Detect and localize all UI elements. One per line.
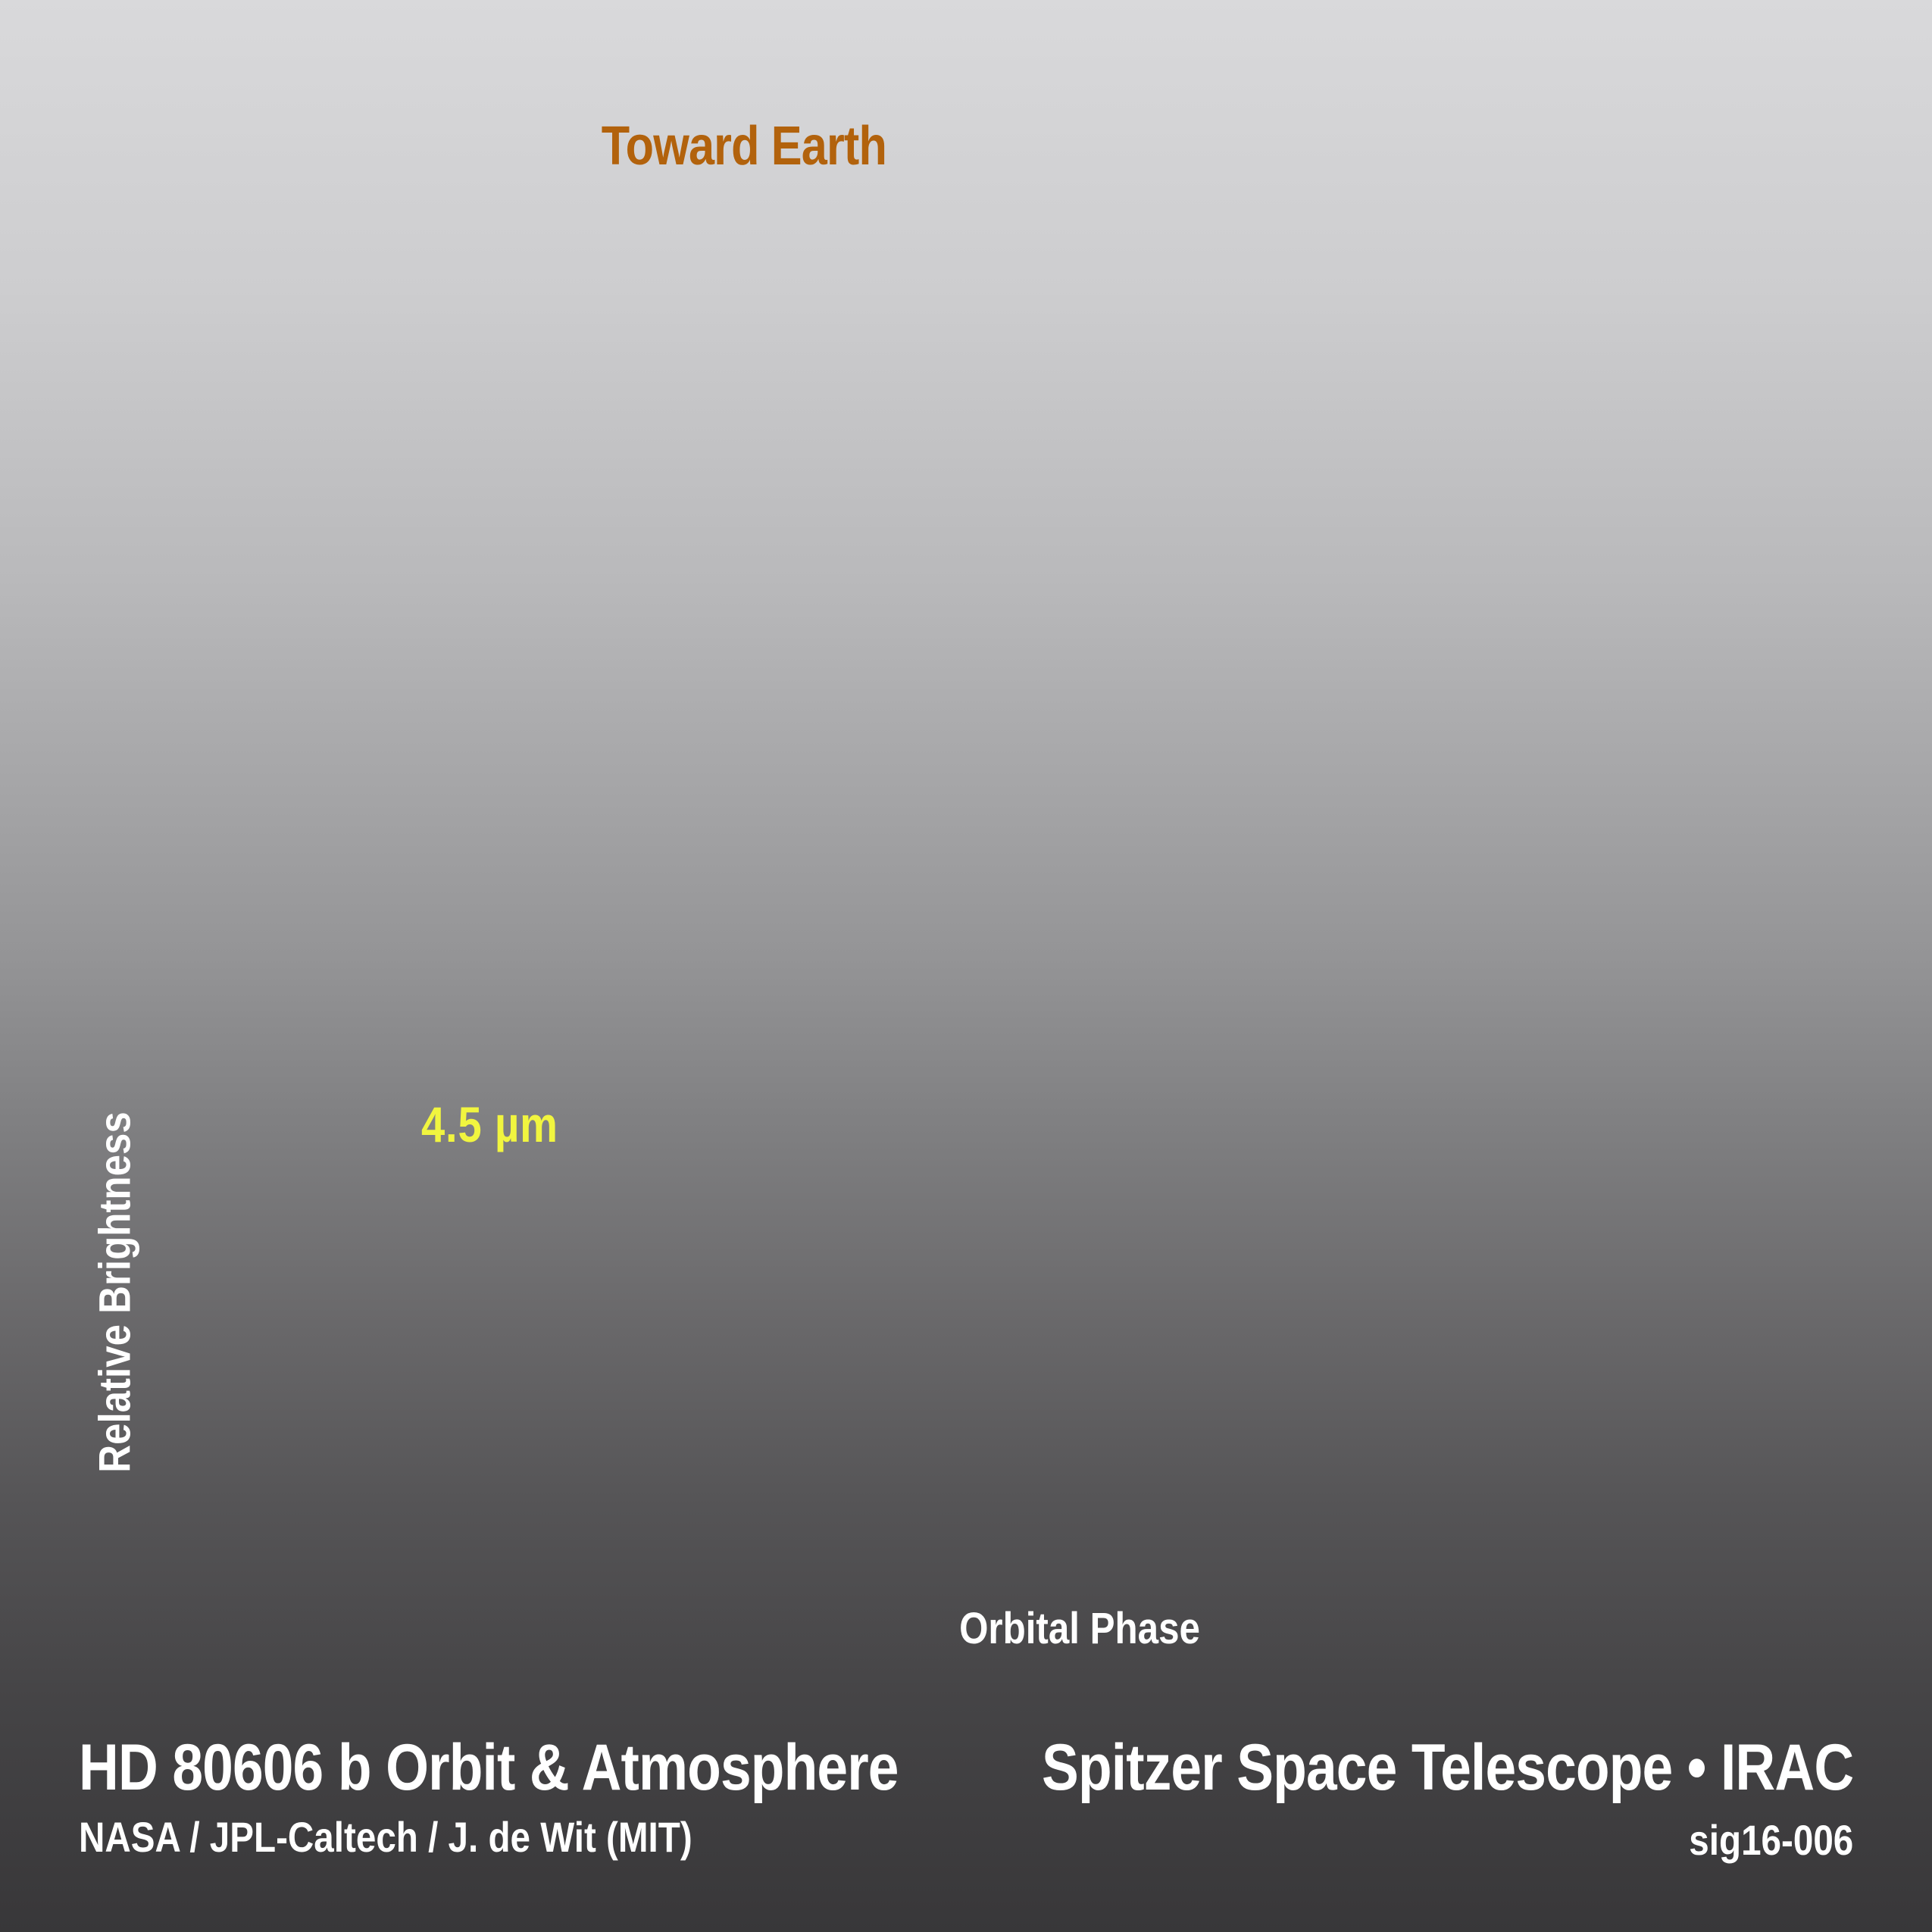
light-curve-plot [318,1056,1841,1521]
orbit-diagram [0,0,1932,947]
figure-id: sig16-006 [1689,1816,1853,1864]
figure-title: HD 80606 b Orbit & Atmosphere [79,1731,899,1804]
y-axis-title: Relative Brightness [90,1111,140,1473]
credit-line: NASA / JPL-Caltech / J. de Wit (MIT) [79,1813,692,1861]
x-axis-title: Orbital Phase [959,1604,1200,1653]
wavelength-label: 4.5 µm [421,1096,558,1152]
toward-earth-label: Toward Earth [601,116,887,177]
telescope-instrument-label: Spitzer Space Telescope • IRAC [1041,1731,1854,1804]
